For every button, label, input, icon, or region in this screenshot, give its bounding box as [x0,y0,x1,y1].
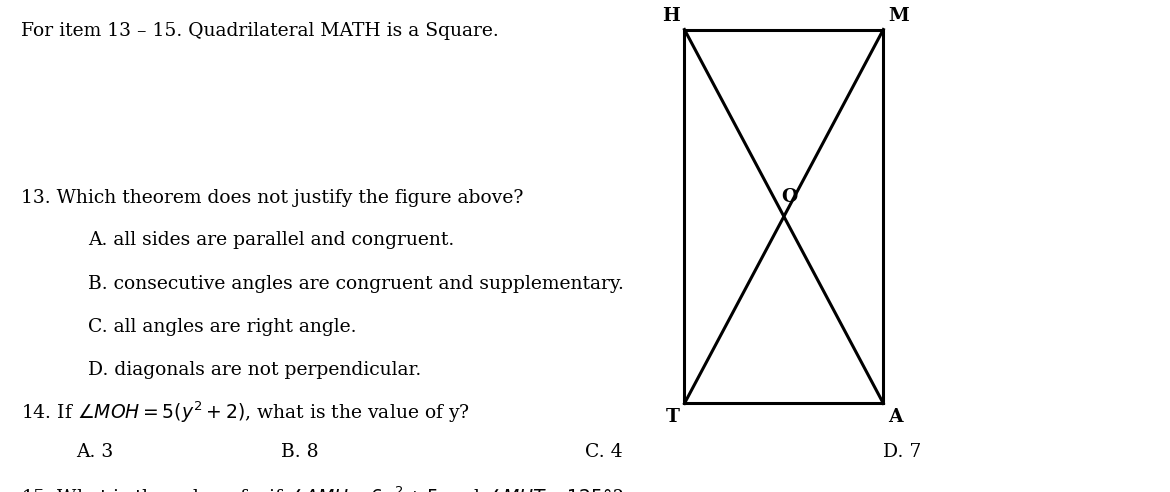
Text: M: M [888,6,909,25]
Text: A. all sides are parallel and congruent.: A. all sides are parallel and congruent. [88,231,454,249]
Text: 13. Which theorem does not justify the figure above?: 13. Which theorem does not justify the f… [21,189,523,208]
Text: 15. What is the value of x if $\angle AMH = 6x^2 + 5$ and $\angle MHT = 125°$?: 15. What is the value of x if $\angle AM… [21,486,624,492]
Text: D. 7: D. 7 [883,443,922,461]
Text: H: H [662,6,680,25]
Text: B. 8: B. 8 [281,443,318,461]
Text: D. diagonals are not perpendicular.: D. diagonals are not perpendicular. [88,361,421,379]
Text: B. consecutive angles are congruent and supplementary.: B. consecutive angles are congruent and … [88,275,624,293]
Text: For item 13 – 15. Quadrilateral MATH is a Square.: For item 13 – 15. Quadrilateral MATH is … [21,22,498,40]
Text: C. all angles are right angle.: C. all angles are right angle. [88,318,356,336]
Text: A. 3: A. 3 [76,443,113,461]
Text: C. 4: C. 4 [585,443,622,461]
Text: T: T [666,408,680,427]
Text: 14. If $\angle MOH = 5(y^2 + 2)$, what is the value of y?: 14. If $\angle MOH = 5(y^2 + 2)$, what i… [21,400,470,425]
Text: O: O [782,188,798,206]
Text: A: A [888,408,902,427]
